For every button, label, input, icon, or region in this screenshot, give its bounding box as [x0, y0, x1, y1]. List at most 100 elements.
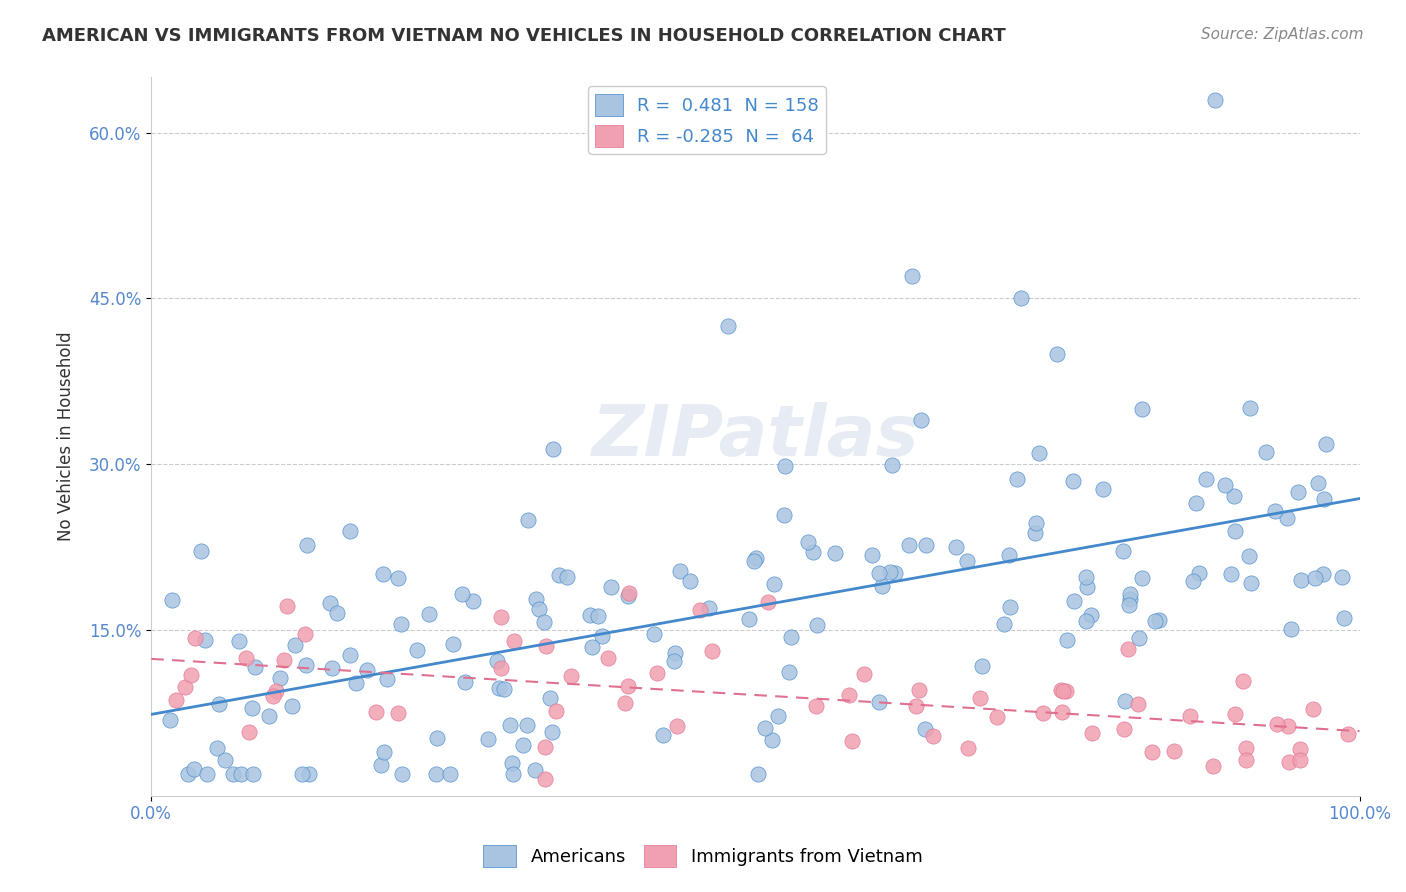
Point: [824, 545, 846, 559]
Point: [581, 640, 603, 655]
Point: [882, 458, 904, 472]
Point: [761, 733, 783, 747]
Point: [1275, 511, 1298, 525]
Point: [669, 564, 692, 578]
Point: [238, 725, 260, 739]
Point: [560, 669, 582, 683]
Point: [529, 602, 551, 616]
Point: [489, 610, 512, 624]
Point: [356, 663, 378, 677]
Point: [1202, 758, 1225, 772]
Point: [245, 660, 267, 674]
Point: [915, 538, 938, 552]
Point: [190, 544, 212, 558]
Point: [371, 567, 394, 582]
Point: [344, 675, 367, 690]
Point: [1010, 292, 1032, 306]
Point: [744, 551, 766, 566]
Point: [524, 763, 547, 777]
Point: [738, 612, 761, 626]
Point: [1234, 753, 1257, 767]
Point: [838, 688, 860, 702]
Point: [294, 626, 316, 640]
Text: AMERICAN VS IMMIGRANTS FROM VIETNAM NO VEHICLES IN HOUSEHOLD CORRELATION CHART: AMERICAN VS IMMIGRANTS FROM VIETNAM NO V…: [42, 27, 1005, 45]
Point: [643, 627, 665, 641]
Point: [208, 697, 231, 711]
Point: [617, 585, 640, 599]
Point: [1119, 587, 1142, 601]
Point: [645, 666, 668, 681]
Point: [879, 566, 901, 580]
Point: [485, 654, 508, 668]
Point: [651, 728, 673, 742]
Point: [754, 721, 776, 735]
Point: [281, 698, 304, 713]
Point: [1223, 707, 1246, 722]
Point: [1052, 684, 1074, 698]
Point: [325, 606, 347, 620]
Point: [1232, 673, 1254, 688]
Point: [860, 548, 883, 562]
Point: [806, 618, 828, 632]
Point: [868, 695, 890, 709]
Point: [425, 766, 447, 780]
Point: [1277, 719, 1299, 733]
Point: [502, 766, 524, 780]
Point: [986, 709, 1008, 723]
Point: [489, 661, 512, 675]
Point: [1303, 571, 1326, 585]
Point: [1025, 516, 1047, 530]
Point: [159, 713, 181, 727]
Point: [1130, 571, 1153, 585]
Point: [616, 679, 638, 693]
Point: [1143, 615, 1166, 629]
Point: [534, 739, 557, 754]
Point: [184, 631, 207, 645]
Point: [534, 772, 557, 786]
Point: [778, 665, 800, 679]
Point: [269, 671, 291, 685]
Point: [1184, 496, 1206, 510]
Point: [1080, 607, 1102, 622]
Point: [183, 763, 205, 777]
Point: [614, 697, 637, 711]
Point: [276, 599, 298, 614]
Point: [901, 269, 924, 284]
Point: [503, 634, 526, 648]
Point: [450, 587, 472, 601]
Point: [588, 609, 610, 624]
Point: [1188, 566, 1211, 581]
Point: [373, 745, 395, 759]
Point: [1333, 611, 1355, 625]
Point: [1032, 706, 1054, 720]
Point: [1181, 574, 1204, 589]
Point: [235, 650, 257, 665]
Point: [841, 734, 863, 748]
Point: [240, 701, 263, 715]
Point: [1000, 599, 1022, 614]
Point: [387, 706, 409, 720]
Point: [1234, 741, 1257, 756]
Point: [742, 553, 765, 567]
Point: [418, 607, 440, 621]
Point: [494, 681, 516, 696]
Point: [207, 740, 229, 755]
Point: [541, 442, 564, 457]
Point: [1195, 472, 1218, 486]
Point: [853, 667, 876, 681]
Point: [1056, 632, 1078, 647]
Y-axis label: No Vehicles in Household: No Vehicles in Household: [58, 332, 75, 541]
Point: [700, 644, 723, 658]
Point: [579, 607, 602, 622]
Point: [197, 766, 219, 780]
Point: [665, 719, 688, 733]
Point: [598, 650, 620, 665]
Point: [439, 766, 461, 780]
Point: [1028, 446, 1050, 460]
Point: [1279, 622, 1302, 636]
Point: [600, 580, 623, 594]
Point: [222, 766, 245, 780]
Point: [801, 545, 824, 559]
Point: [773, 508, 796, 523]
Point: [1063, 594, 1085, 608]
